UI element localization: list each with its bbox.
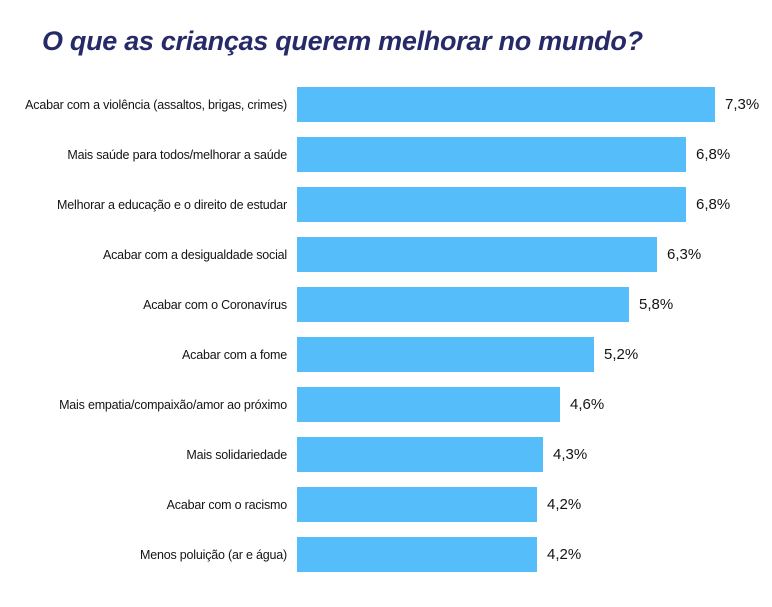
bar [297, 537, 537, 572]
value-label: 5,2% [604, 346, 639, 363]
bar [297, 337, 594, 372]
bar [297, 237, 657, 272]
category-label: Acabar com a desigualdade social [103, 247, 287, 262]
bar-row: Acabar com a desigualdade social 6,3% [0, 237, 772, 272]
value-label: 4,3% [553, 446, 588, 463]
bar-row: Acabar com o Coronavírus 5,8% [0, 287, 772, 322]
value-label: 4,6% [570, 396, 605, 413]
category-label: Acabar com o Coronavírus [143, 297, 287, 312]
bar-chart: Acabar com a violência (assaltos, brigas… [0, 87, 772, 587]
bar [297, 87, 715, 122]
value-label: 5,8% [639, 296, 674, 313]
value-label: 6,8% [696, 196, 731, 213]
category-label: Acabar com a fome [182, 347, 287, 362]
bar-row: Menos poluição (ar e água) 4,2% [0, 537, 772, 572]
value-label: 4,2% [547, 546, 582, 563]
category-label: Mais solidariedade [186, 447, 287, 462]
value-label: 7,3% [725, 96, 760, 113]
category-label: Melhorar a educação e o direito de estud… [57, 197, 287, 212]
value-label: 4,2% [547, 496, 582, 513]
bar [297, 437, 543, 472]
category-label: Mais empatia/compaixão/amor ao próximo [59, 397, 287, 412]
category-label: Acabar com o racismo [166, 497, 288, 512]
category-label: Mais saúde para todos/melhorar a saúde [67, 147, 287, 162]
bar-row: Acabar com a fome 5,2% [0, 337, 772, 372]
bar [297, 187, 686, 222]
bar-row: Mais empatia/compaixão/amor ao próximo 4… [0, 387, 772, 422]
bar [297, 487, 537, 522]
category-label: Acabar com a violência (assaltos, brigas… [25, 97, 287, 112]
chart-title: O que as crianças querem melhorar no mun… [42, 26, 643, 56]
bar [297, 137, 686, 172]
bar-row: Mais saúde para todos/melhorar a saúde 6… [0, 137, 772, 172]
value-label: 6,3% [667, 246, 702, 263]
bar-row: Acabar com a violência (assaltos, brigas… [0, 87, 772, 122]
value-label: 6,8% [696, 146, 731, 163]
bar-row: Melhorar a educação e o direito de estud… [0, 187, 772, 222]
bar [297, 287, 629, 322]
bar [297, 387, 560, 422]
category-label: Menos poluição (ar e água) [140, 547, 287, 562]
bar-row: Mais solidariedade 4,3% [0, 437, 772, 472]
bar-row: Acabar com o racismo 4,2% [0, 487, 772, 522]
